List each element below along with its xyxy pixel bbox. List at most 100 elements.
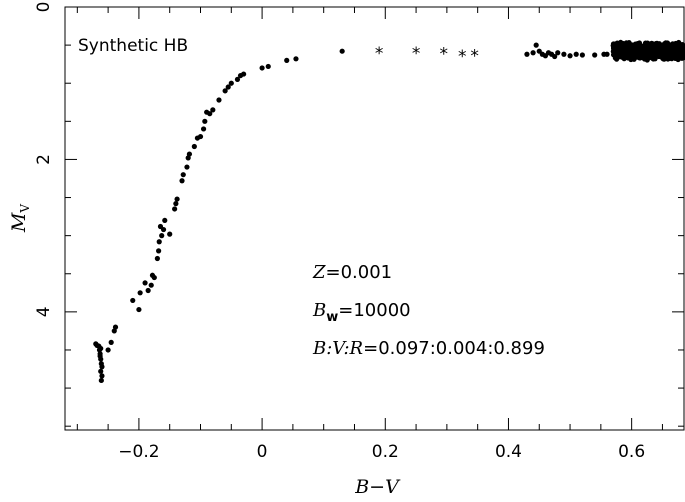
data-point — [97, 353, 103, 359]
data-point — [98, 377, 104, 384]
data-point — [156, 239, 162, 245]
data-point — [573, 51, 579, 57]
data-point — [650, 56, 656, 62]
data-point-asterisk: * — [470, 46, 479, 66]
data-point — [646, 43, 652, 50]
x-axis-label: B−V — [354, 476, 401, 498]
data-point — [639, 48, 646, 54]
annotation-ratio-value: =0.097:0.004:0.899 — [363, 338, 545, 359]
data-point — [618, 46, 624, 52]
data-point — [652, 49, 658, 56]
data-point — [151, 274, 157, 281]
data-point — [552, 53, 558, 60]
data-point — [643, 49, 649, 55]
y-axis-label-subscript: V — [18, 204, 32, 214]
data-point — [614, 42, 620, 48]
data-point — [96, 347, 103, 353]
data-point — [156, 248, 162, 254]
data-point — [259, 65, 265, 71]
data-point — [172, 206, 178, 212]
data-point — [637, 55, 643, 61]
data-point — [180, 172, 186, 178]
x-tick-label: 0.6 — [618, 442, 645, 462]
data-point-asterisk: * — [412, 44, 421, 64]
y-axis-label: MV — [8, 204, 32, 233]
data-point — [179, 178, 185, 184]
data-point — [159, 233, 165, 239]
x-tick-label: 0 — [257, 442, 268, 462]
data-point — [592, 52, 598, 58]
data-point — [108, 339, 114, 345]
data-point — [191, 143, 197, 150]
data-point — [631, 56, 637, 62]
data-point — [222, 88, 228, 94]
data-point — [241, 71, 247, 77]
data-point-asterisk: * — [440, 45, 449, 65]
data-point — [216, 97, 222, 103]
y-tick-label: 0 — [34, 2, 54, 13]
data-point-asterisk: * — [458, 47, 467, 67]
data-point — [234, 76, 241, 83]
x-tick-label: 0.2 — [372, 442, 399, 462]
svg-text:MV: MV — [8, 204, 32, 233]
data-point — [136, 306, 142, 313]
annotation-metallicity-value: =0.001 — [326, 262, 393, 283]
data-point — [225, 84, 231, 90]
annotation-binwidth: Bw=10000 — [312, 300, 411, 325]
data-point — [186, 151, 193, 157]
data-point — [619, 52, 625, 59]
data-point — [200, 126, 207, 132]
data-point-asterisk: * — [375, 44, 384, 64]
data-point — [622, 47, 628, 53]
data-point — [142, 280, 148, 286]
data-points: * * * * * — [93, 39, 685, 384]
data-point — [611, 48, 617, 54]
data-point — [672, 55, 679, 61]
data-point — [561, 51, 567, 57]
data-point — [130, 297, 136, 304]
data-point — [228, 80, 234, 86]
data-point — [145, 287, 151, 294]
x-tick-label: −0.2 — [118, 442, 159, 462]
annotation-ratio: B:V:R=0.097:0.004:0.899 — [312, 338, 545, 359]
data-point — [652, 44, 658, 50]
data-point — [154, 255, 160, 262]
annotation-binwidth-value: =10000 — [338, 300, 410, 321]
plot-frame — [64, 6, 685, 431]
data-point — [664, 53, 670, 59]
data-point — [579, 52, 585, 58]
data-point — [679, 44, 685, 50]
annotation-binwidth-var: B — [312, 300, 326, 321]
data-point — [567, 53, 573, 59]
data-point — [162, 217, 168, 224]
data-point — [555, 50, 561, 56]
data-point — [98, 368, 104, 374]
data-point — [184, 164, 190, 170]
annotation-metallicity-var: Z — [312, 262, 326, 283]
data-point — [137, 290, 143, 296]
data-point — [604, 51, 610, 57]
data-point — [202, 118, 208, 124]
data-point — [629, 44, 635, 50]
data-point — [284, 57, 290, 63]
data-point — [533, 42, 539, 48]
chart-title: Synthetic HB — [78, 36, 188, 56]
axis-tick-labels: −0.2 0 0.2 0.4 0.6 0 2 4 — [34, 2, 645, 462]
data-point — [210, 107, 216, 113]
data-point — [618, 39, 624, 46]
data-point — [197, 133, 204, 140]
data-point — [99, 373, 105, 379]
data-point — [160, 226, 167, 233]
data-point — [112, 324, 119, 330]
data-point — [672, 45, 678, 51]
x-tick-label: 0.4 — [495, 442, 522, 462]
data-point — [173, 201, 179, 207]
data-point — [641, 56, 648, 62]
data-point — [673, 50, 679, 56]
data-point — [662, 48, 668, 54]
axis-ticks — [65, 6, 684, 430]
data-point — [99, 364, 105, 370]
data-point — [293, 56, 299, 62]
data-point — [524, 51, 530, 57]
